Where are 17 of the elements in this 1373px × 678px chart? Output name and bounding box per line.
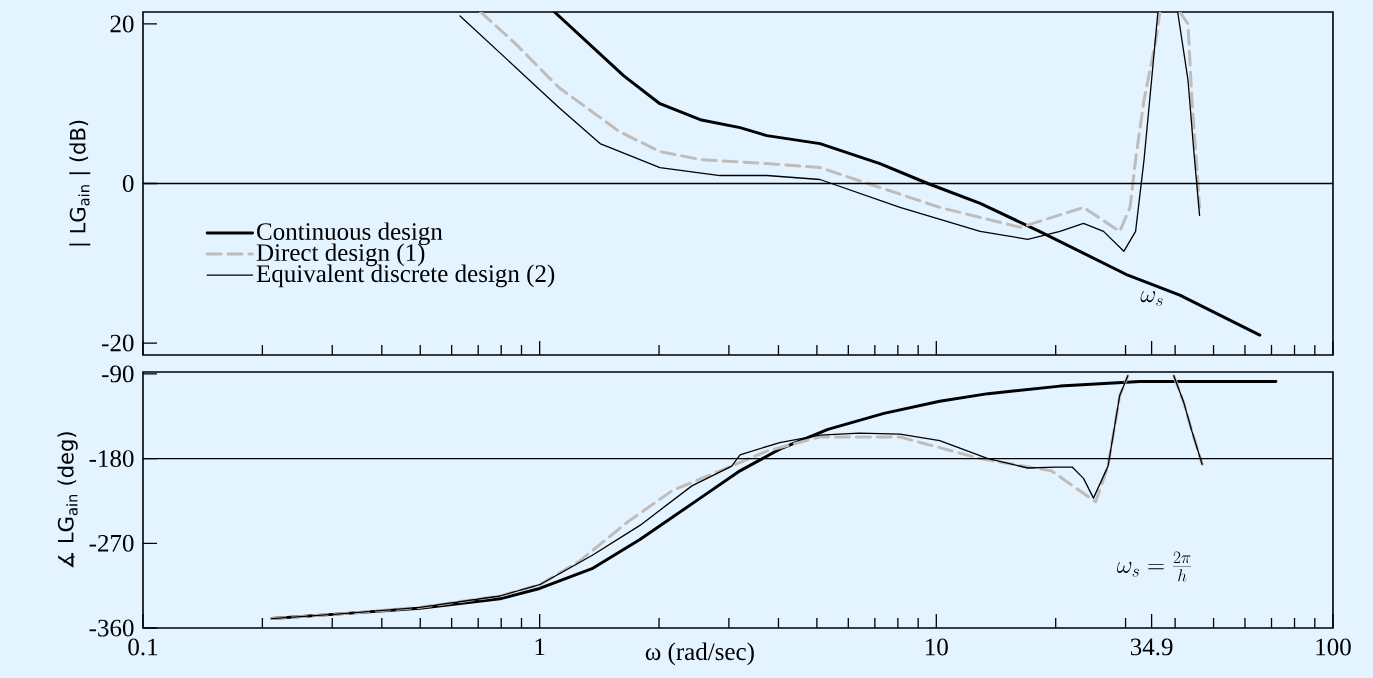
y-tick-label: 0 [122, 175, 134, 192]
x-tick-label: 1 [535, 638, 545, 656]
y-tick-label: -270 [89, 534, 134, 552]
x-tick-label: 0.1 [128, 638, 158, 656]
x-axis-title: ω (rad/sec) [645, 642, 754, 666]
y-axis-title: ∡ LG$_{ain}$ (deg) [57, 432, 78, 568]
y-tick-label: -180 [89, 450, 134, 468]
annotation: $\omega_{s} = \frac{2\pi}{h}$ [1116, 551, 1192, 582]
annotation: $\omega_{s}$ [1140, 290, 1163, 306]
y-tick-label: 20 [110, 15, 134, 33]
x-tick-label: 10 [926, 638, 948, 656]
y-tick-label: -20 [102, 334, 134, 352]
x-tick-label: 34.9 [1130, 638, 1173, 656]
x-tick-label: 100 [1316, 638, 1351, 656]
y-axis-title: | LG$_{ain}$ | (dB) [69, 120, 91, 246]
y-tick-label: -360 [89, 619, 134, 637]
y-tick-label: -90 [102, 365, 134, 383]
